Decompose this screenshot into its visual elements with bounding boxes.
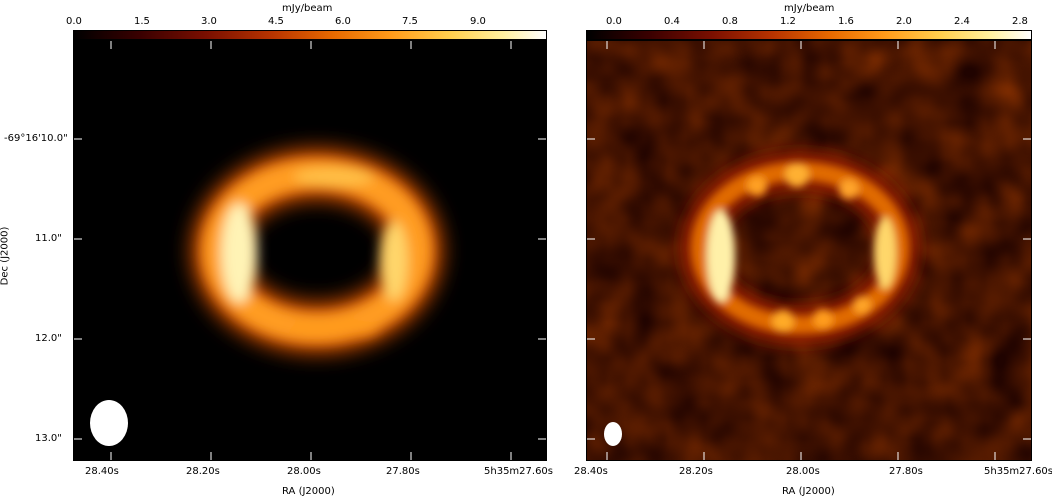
left-colorbar-tick: 1.5 bbox=[134, 16, 150, 27]
left-colorbar-tick: 9.0 bbox=[470, 16, 486, 27]
left-x-tick: 28.20s bbox=[186, 466, 220, 477]
right-x-tick: 27.80s bbox=[889, 466, 923, 477]
left-x-tick: 27.80s bbox=[386, 466, 420, 477]
right-x-tick: 28.00s bbox=[786, 466, 820, 477]
right-colorbar-tick: 2.8 bbox=[1012, 16, 1028, 27]
right-colorbar bbox=[586, 30, 1032, 40]
right-colorbar-tick: 1.6 bbox=[838, 16, 854, 27]
right-colorbar-tick: 0.4 bbox=[664, 16, 680, 27]
left-colorbar bbox=[73, 30, 547, 40]
right-colorbar-tick: 0.0 bbox=[606, 16, 622, 27]
right-x-tick: 28.20s bbox=[679, 466, 713, 477]
left-colorbar-tick: 4.5 bbox=[268, 16, 284, 27]
right-colorbar-label: mJy/beam bbox=[784, 3, 835, 14]
right-image-panel bbox=[586, 40, 1032, 461]
left-x-tick: 28.00s bbox=[287, 466, 321, 477]
right-colorbar-tick: 2.0 bbox=[896, 16, 912, 27]
left-ring-image bbox=[74, 41, 546, 460]
left-colorbar-tick: 3.0 bbox=[201, 16, 217, 27]
left-x-tick: 5h35m27.60s bbox=[484, 466, 554, 477]
left-y-tick: -69°16'10.0" bbox=[4, 133, 68, 144]
right-colorbar-tick: 0.8 bbox=[722, 16, 738, 27]
right-ring-image bbox=[587, 41, 1031, 460]
left-colorbar-tick: 0.0 bbox=[66, 16, 82, 27]
right-colorbar-tick: 2.4 bbox=[954, 16, 970, 27]
right-x-tick: 5h35m27.60s bbox=[984, 466, 1052, 477]
left-y-tick: 13.0" bbox=[35, 433, 62, 444]
left-y-tick: 12.0" bbox=[35, 333, 62, 344]
left-colorbar-label: mJy/beam bbox=[282, 3, 333, 14]
left-colorbar-tick: 7.5 bbox=[402, 16, 418, 27]
left-y-tick: 11.0" bbox=[35, 233, 62, 244]
left-x-tick: 28.40s bbox=[85, 466, 119, 477]
beam-ellipse bbox=[90, 400, 128, 446]
right-x-tick: 28.40s bbox=[574, 466, 608, 477]
right-colorbar-tick: 1.2 bbox=[780, 16, 796, 27]
beam-ellipse bbox=[604, 422, 622, 446]
left-image-panel bbox=[73, 40, 547, 461]
right-x-axis-title: RA (J2000) bbox=[782, 486, 835, 497]
left-x-axis-title: RA (J2000) bbox=[282, 486, 335, 497]
left-y-axis-title: Dec (J2000) bbox=[0, 226, 11, 286]
left-colorbar-tick: 6.0 bbox=[335, 16, 351, 27]
